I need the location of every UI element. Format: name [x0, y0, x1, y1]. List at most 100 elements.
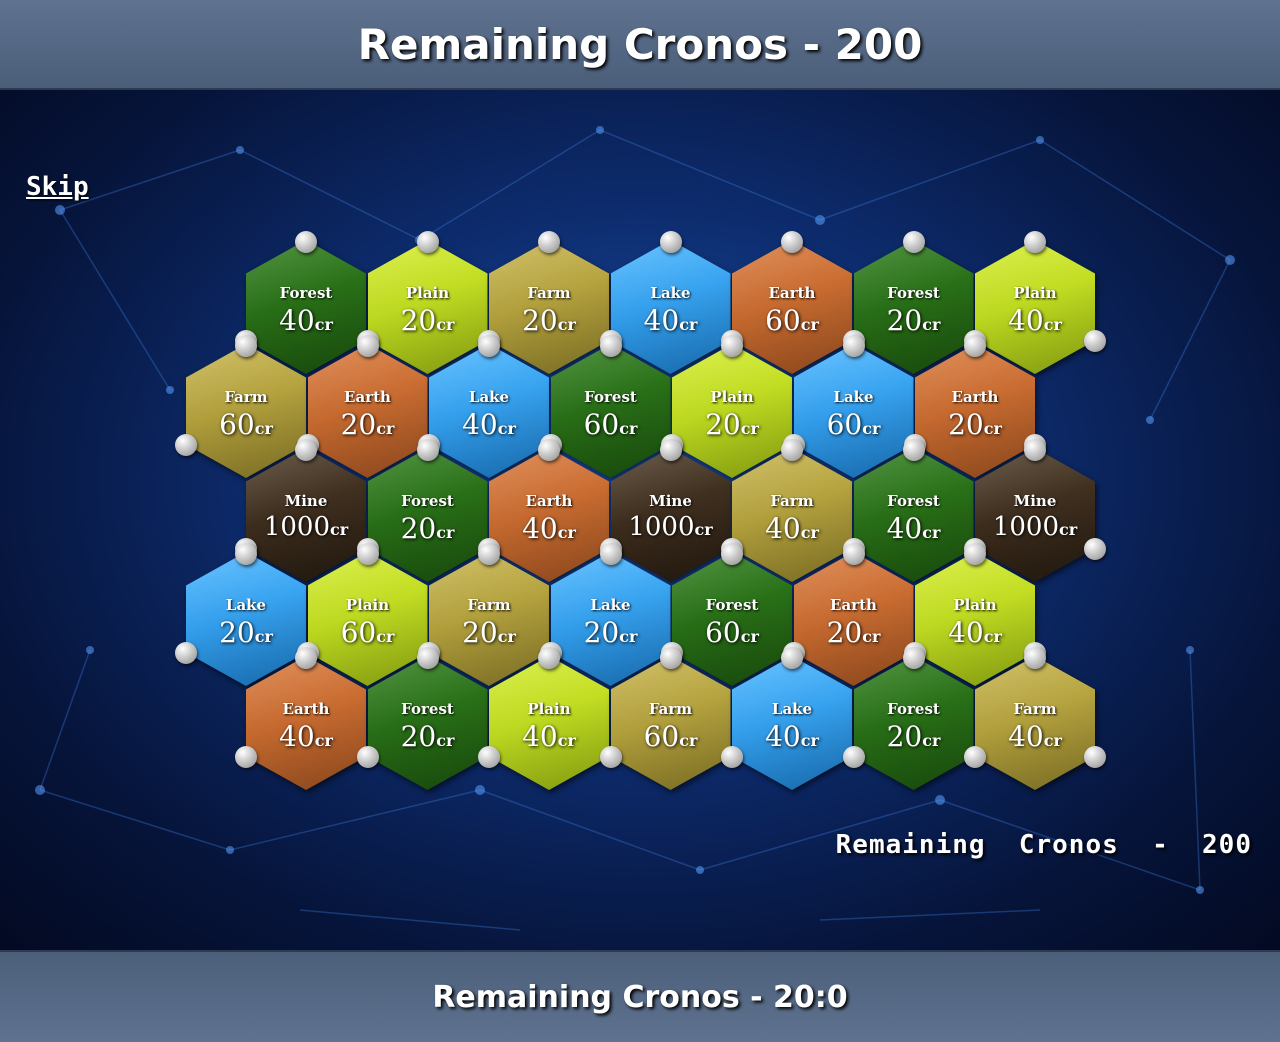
- tile-price-value: 20: [948, 408, 984, 441]
- settlement-peg[interactable]: [538, 231, 560, 253]
- settlement-peg[interactable]: [721, 745, 743, 768]
- tile-price-value: 20: [400, 512, 437, 545]
- tile-price-unit: cr: [800, 315, 819, 334]
- settlement-peg[interactable]: [842, 543, 865, 565]
- settlement-peg[interactable]: [599, 543, 622, 565]
- settlement-peg[interactable]: [964, 745, 986, 768]
- settlement-peg[interactable]: [1084, 537, 1106, 560]
- hex-tile-farm[interactable]: Farm 60cr: [186, 344, 306, 478]
- hex-tile-lake[interactable]: Lake 20cr: [186, 552, 306, 686]
- hex-tile-forest[interactable]: Forest 40cr: [853, 448, 974, 582]
- settlement-peg[interactable]: [842, 335, 865, 357]
- hex-tile-farm[interactable]: Farm 20cr: [429, 552, 549, 686]
- settlement-peg[interactable]: [1024, 439, 1046, 461]
- hex-tile-forest[interactable]: Forest 40cr: [246, 240, 366, 374]
- settlement-peg[interactable]: [1084, 329, 1106, 352]
- game-board: Skip Forest 40cr Plain 20cr Farm 20cr Lake 40cr…: [0, 90, 1280, 950]
- settlement-peg[interactable]: [295, 647, 317, 669]
- settlement-peg[interactable]: [721, 335, 743, 357]
- settlement-peg[interactable]: [478, 745, 500, 768]
- hex-tile-earth[interactable]: Earth 40cr: [489, 448, 609, 582]
- tile-price-unit: cr: [376, 419, 395, 438]
- settlement-peg[interactable]: [356, 745, 379, 768]
- hex-tile-plain[interactable]: Plain 40cr: [915, 552, 1035, 686]
- hex-tile-forest[interactable]: Forest 20cr: [853, 240, 974, 374]
- settlement-peg[interactable]: [175, 641, 197, 664]
- settlement-peg[interactable]: [902, 647, 925, 669]
- settlement-peg[interactable]: [538, 439, 560, 461]
- hex-tile-earth[interactable]: Earth 20cr: [307, 344, 428, 478]
- hex-tile-forest[interactable]: Forest 60cr: [550, 344, 671, 478]
- settlement-peg[interactable]: [659, 231, 682, 253]
- tile-name: Forest: [401, 700, 454, 718]
- settlement-peg[interactable]: [599, 745, 622, 768]
- hex-tile-forest[interactable]: Forest 60cr: [672, 552, 792, 686]
- settlement-peg[interactable]: [781, 439, 803, 461]
- hex-tile-plain[interactable]: Plain 20cr: [672, 344, 792, 478]
- settlement-peg[interactable]: [721, 543, 743, 565]
- hex-tile-earth[interactable]: Earth 20cr: [793, 552, 914, 686]
- tile-price: 20cr: [368, 304, 488, 337]
- settlement-peg[interactable]: [235, 335, 257, 357]
- skip-link[interactable]: Skip: [26, 172, 89, 202]
- settlement-peg[interactable]: [781, 647, 803, 669]
- tile-price-unit: cr: [254, 419, 273, 438]
- settlement-peg[interactable]: [659, 439, 682, 461]
- hex-tile-forest[interactable]: Forest 20cr: [367, 448, 488, 582]
- settlement-peg[interactable]: [902, 439, 925, 461]
- hex-tile-forest[interactable]: Forest 20cr: [853, 656, 974, 790]
- hex-tile-earth[interactable]: Earth 60cr: [732, 240, 852, 374]
- settlement-peg[interactable]: [781, 231, 803, 253]
- hex-tile-lake[interactable]: Lake 60cr: [793, 344, 914, 478]
- tile-price: 60cr: [794, 408, 914, 441]
- tile-price-unit: cr: [254, 627, 273, 646]
- settlement-peg[interactable]: [1024, 647, 1046, 669]
- hex-tile-forest[interactable]: Forest 20cr: [367, 656, 488, 790]
- hex-tile-lake[interactable]: Lake 40cr: [732, 656, 852, 790]
- tile-price-unit: cr: [922, 315, 941, 334]
- tile-price: 40cr: [246, 304, 366, 337]
- settlement-peg[interactable]: [478, 543, 500, 565]
- hex-tile-lake[interactable]: Lake 40cr: [610, 240, 731, 374]
- tile-price-value: 20: [583, 616, 620, 649]
- hex-tile-farm[interactable]: Farm 40cr: [975, 656, 1095, 790]
- settlement-peg[interactable]: [538, 647, 560, 669]
- hex-tile-mine[interactable]: Mine 1000cr: [246, 448, 366, 582]
- hex-tile-mine[interactable]: Mine 1000cr: [610, 448, 731, 582]
- settlement-peg[interactable]: [235, 745, 257, 768]
- tile-name: Forest: [887, 700, 940, 718]
- settlement-peg[interactable]: [964, 335, 986, 357]
- hex-tile-background: [246, 240, 366, 374]
- settlement-peg[interactable]: [964, 543, 986, 565]
- settlement-peg[interactable]: [295, 439, 317, 461]
- settlement-peg[interactable]: [659, 647, 682, 669]
- hex-tile-plain[interactable]: Plain 20cr: [367, 240, 488, 374]
- settlement-peg[interactable]: [842, 745, 865, 768]
- settlement-peg[interactable]: [416, 647, 439, 669]
- settlement-peg[interactable]: [1024, 231, 1046, 253]
- settlement-peg[interactable]: [295, 231, 317, 253]
- settlement-peg[interactable]: [416, 231, 439, 253]
- settlement-peg[interactable]: [356, 335, 379, 357]
- settlement-peg[interactable]: [1084, 745, 1106, 768]
- settlement-peg[interactable]: [356, 543, 379, 565]
- hex-tile-farm[interactable]: Farm 40cr: [732, 448, 852, 582]
- hex-tile-farm[interactable]: Farm 60cr: [610, 656, 731, 790]
- settlement-peg[interactable]: [235, 543, 257, 565]
- hex-tile-plain[interactable]: Plain 40cr: [975, 240, 1095, 374]
- settlement-peg[interactable]: [175, 433, 197, 456]
- settlement-peg[interactable]: [599, 335, 622, 357]
- settlement-peg[interactable]: [416, 439, 439, 461]
- hex-tile-lake[interactable]: Lake 20cr: [550, 552, 671, 686]
- settlement-peg[interactable]: [478, 335, 500, 357]
- hex-tile-plain[interactable]: Plain 60cr: [307, 552, 428, 686]
- hex-tile-earth[interactable]: Earth 40cr: [246, 656, 366, 790]
- hex-tile-lake[interactable]: Lake 40cr: [429, 344, 549, 478]
- hex-tile-earth[interactable]: Earth 20cr: [915, 344, 1035, 478]
- hex-tile-farm[interactable]: Farm 20cr: [489, 240, 609, 374]
- hex-tile-plain[interactable]: Plain 40cr: [489, 656, 609, 790]
- settlement-peg[interactable]: [902, 231, 925, 253]
- tile-price-value: 40: [765, 720, 801, 753]
- tile-name: Lake: [590, 596, 631, 614]
- hex-tile-mine[interactable]: Mine 1000cr: [975, 448, 1095, 582]
